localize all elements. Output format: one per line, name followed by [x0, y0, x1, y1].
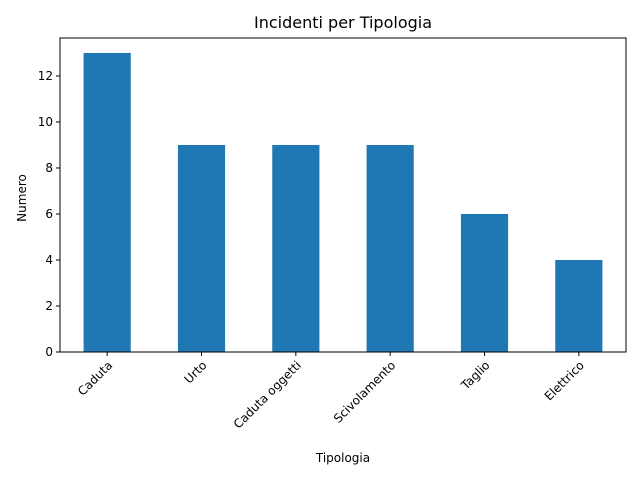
bar-0 — [83, 52, 131, 352]
bar-1 — [177, 144, 226, 352]
x-tick-label: Caduta oggetti — [231, 358, 304, 431]
x-tick-label: Scivolamento — [331, 358, 398, 425]
x-tick-label: Urto — [182, 358, 210, 386]
y-tick-label: 10 — [38, 115, 53, 129]
y-tick-label: 8 — [45, 161, 53, 175]
y-axis-label: Numero — [15, 174, 29, 222]
y-tick-label: 4 — [45, 253, 53, 267]
y-tick-label: 6 — [45, 207, 53, 221]
bars-group — [83, 52, 603, 352]
y-axis: 0 2 4 6 8 10 12 — [38, 69, 60, 359]
x-axis: Caduta Urto Caduta oggetti Scivolamento Tagl… — [75, 352, 587, 431]
x-tick-label: Elettrico — [542, 358, 587, 403]
chart-title: Incidenti per Tipologia — [254, 13, 432, 32]
bar-5 — [555, 259, 603, 352]
plot-frame — [59, 37, 627, 353]
y-tick-label: 2 — [45, 299, 53, 313]
x-tick-label: Caduta — [75, 358, 115, 398]
bar-4 — [460, 213, 509, 352]
y-tick-label: 0 — [45, 345, 53, 359]
bar-3 — [366, 144, 414, 352]
x-tick-label: Taglio — [458, 358, 493, 393]
y-tick-label: 12 — [38, 69, 53, 83]
bar-2 — [272, 144, 320, 352]
x-axis-label: Tipologia — [315, 451, 370, 465]
